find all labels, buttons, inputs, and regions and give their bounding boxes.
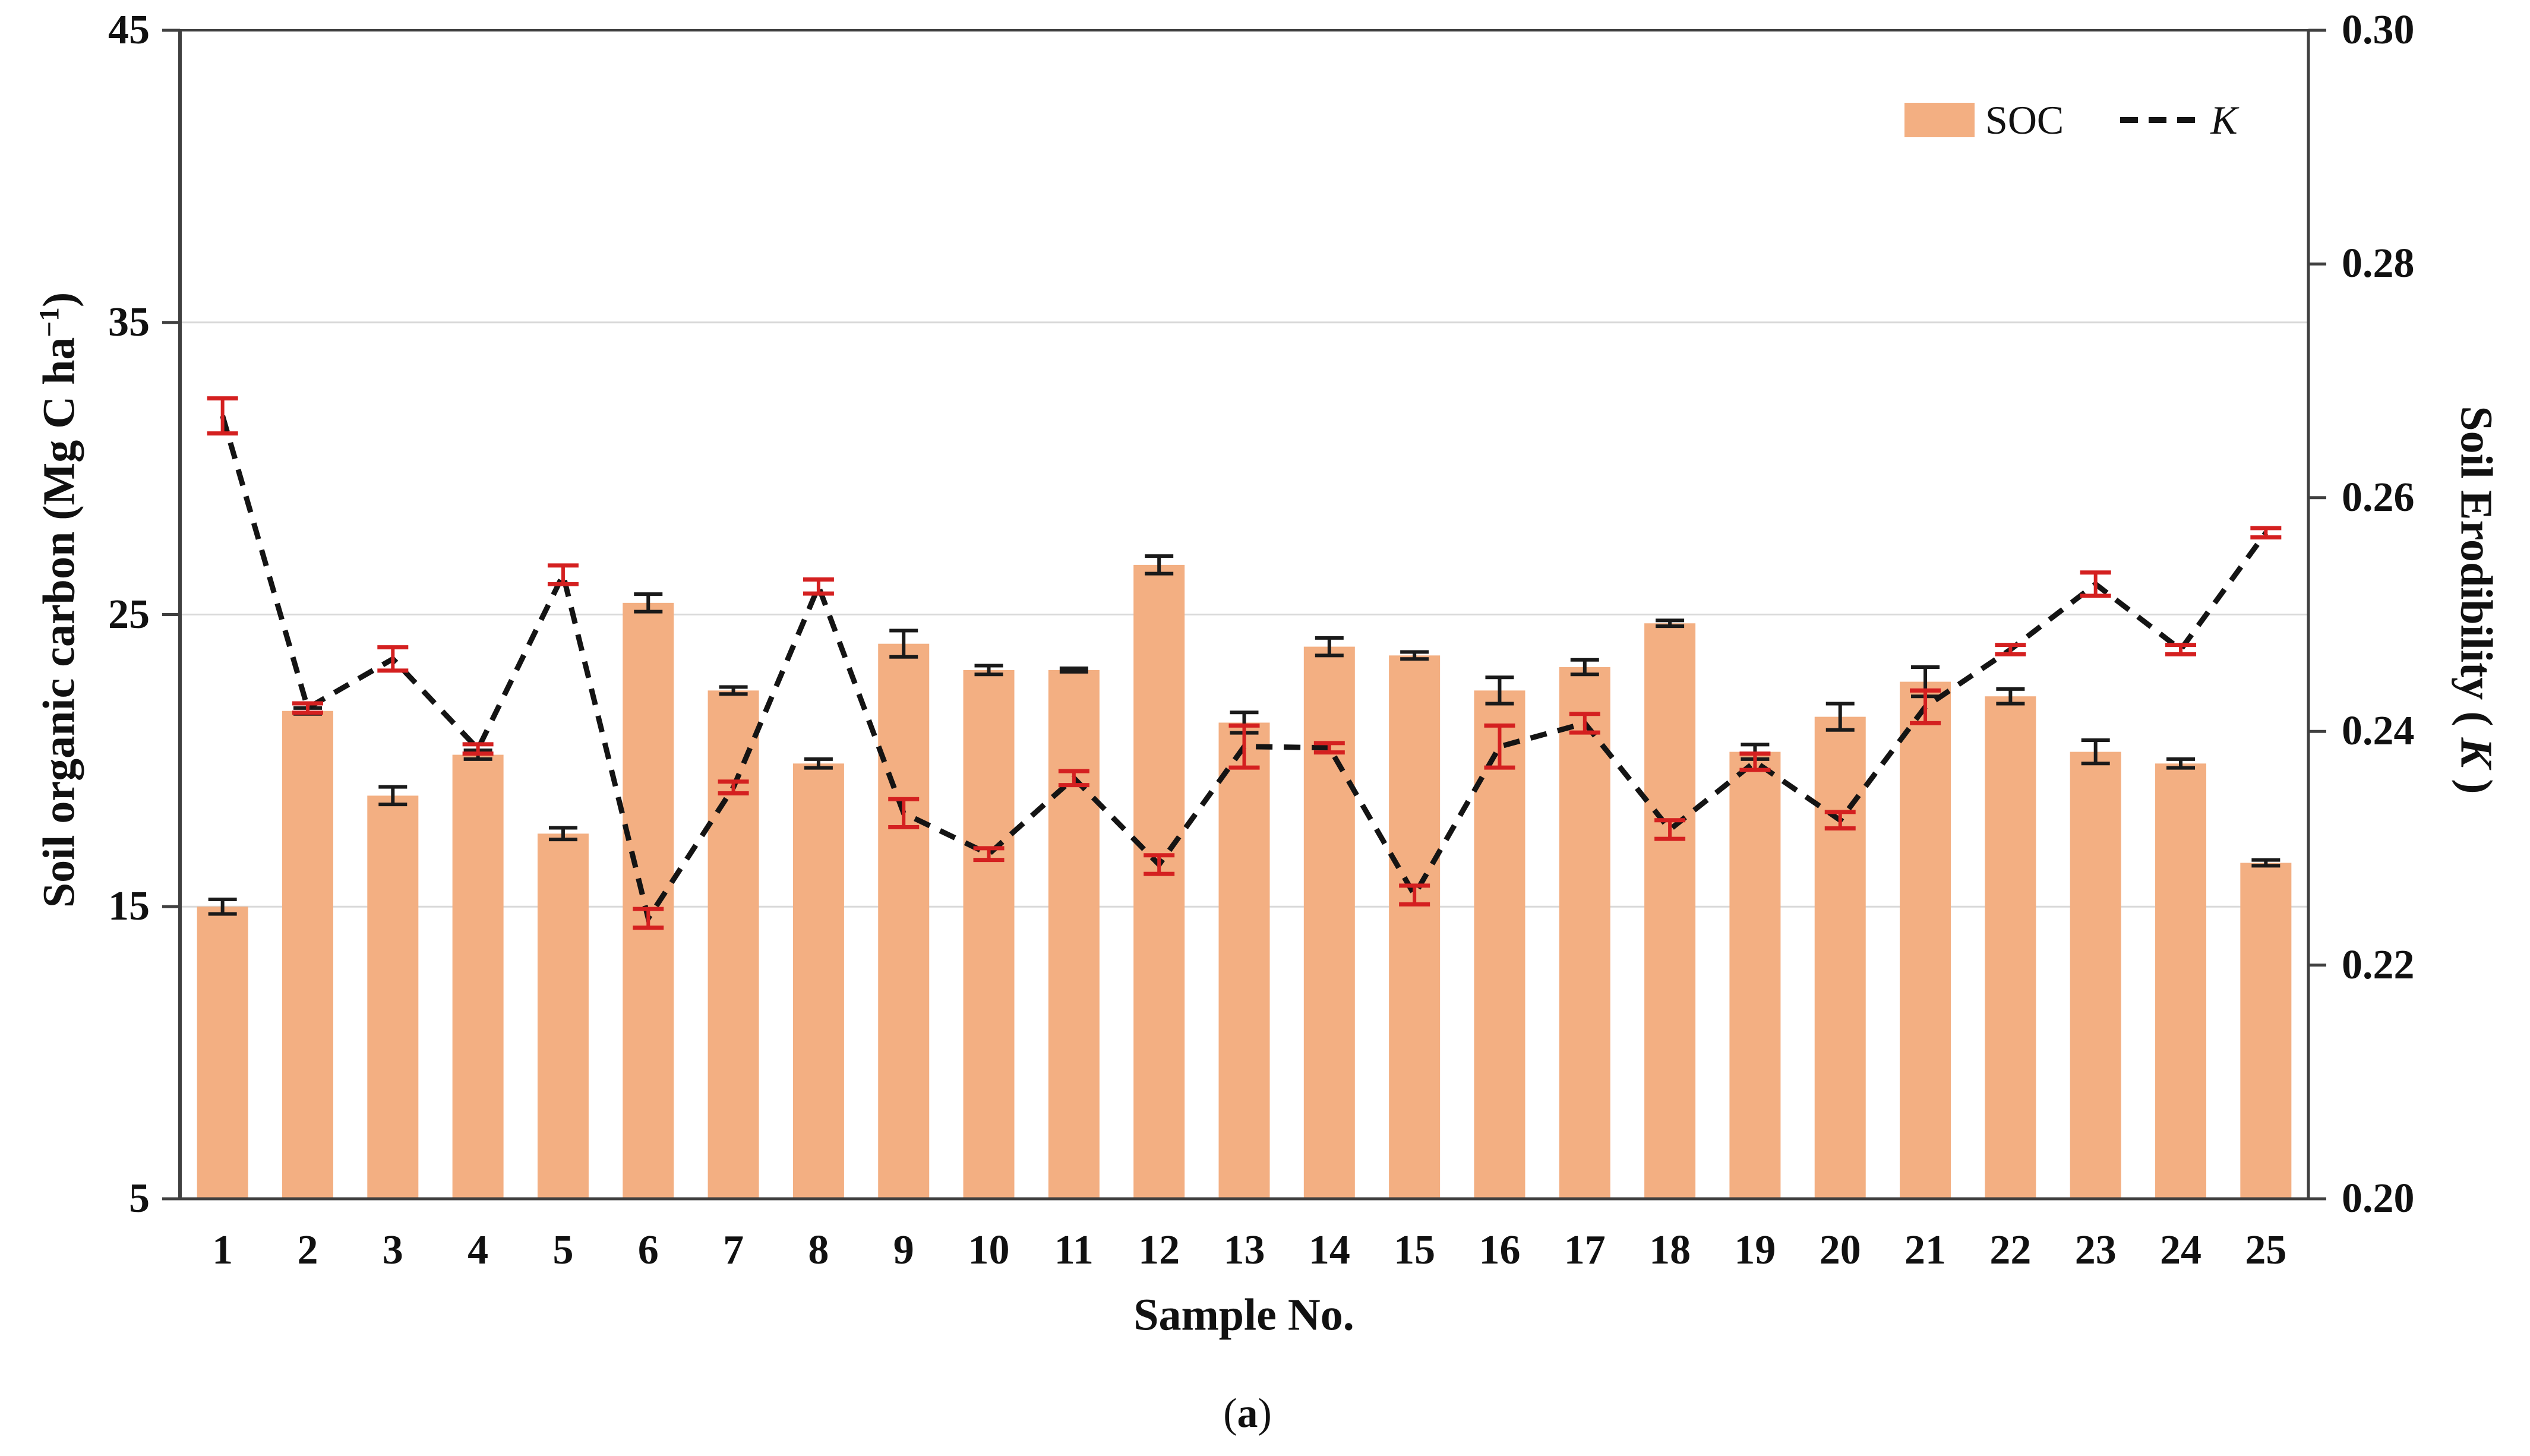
x-axis-label: 24 <box>2160 1227 2202 1273</box>
soc-bar <box>452 754 504 1199</box>
right-axis-title-close: ) <box>2451 768 2501 794</box>
soc-bar <box>2155 763 2207 1199</box>
soc-bar <box>792 763 844 1199</box>
soc-bar <box>197 907 248 1199</box>
soc-bar <box>2070 751 2121 1199</box>
legend: SOC K <box>1904 96 2238 144</box>
soc-bar <box>537 833 589 1199</box>
y-axis-label-left: 15 <box>108 883 150 930</box>
x-axis-label: 7 <box>723 1227 744 1273</box>
soc-bar <box>1218 722 1270 1199</box>
y-axis-label-right: 0.24 <box>2342 708 2415 754</box>
x-axis-label: 23 <box>2074 1227 2117 1273</box>
x-axis-label: 6 <box>637 1227 659 1273</box>
soc-bar <box>1985 696 2036 1199</box>
y-axis-label-right: 0.28 <box>2342 241 2415 287</box>
right-axis-title-k-italic: K <box>2451 737 2501 768</box>
x-axis-label: 13 <box>1223 1227 1265 1273</box>
x-axis-label: 8 <box>808 1227 829 1273</box>
x-axis-label: 14 <box>1308 1227 1350 1273</box>
soc-bar <box>1048 669 1100 1199</box>
soc-bar <box>1303 646 1355 1199</box>
soc-bar <box>1133 564 1185 1199</box>
caption-letter: a <box>1237 1391 1258 1436</box>
y-axis-label-right: 0.30 <box>2342 7 2415 53</box>
x-axis-label: 17 <box>1564 1227 1606 1273</box>
x-axis-label: 11 <box>1054 1227 1094 1273</box>
x-axis-label: 20 <box>1819 1227 1861 1273</box>
x-axis-label: 12 <box>1138 1227 1180 1273</box>
soc-bar <box>1559 667 1610 1199</box>
soc-bar <box>282 710 333 1199</box>
y-axis-label-left: 25 <box>108 591 150 637</box>
x-axis-label: 9 <box>893 1227 914 1273</box>
x-axis-label: 25 <box>2245 1227 2287 1273</box>
soc-bar <box>2240 863 2292 1199</box>
x-axis-label: 22 <box>1989 1227 2032 1273</box>
soc-bar <box>878 643 930 1199</box>
x-axis-label: 4 <box>468 1227 489 1273</box>
left-axis-title-text: Soil organic carbon (Mg C ha <box>34 337 84 908</box>
soc-bar <box>1474 690 1525 1199</box>
subfigure-caption: (a) <box>1223 1390 1272 1438</box>
left-axis-title-superscript: −1 <box>34 307 65 337</box>
soc-bar <box>1389 655 1441 1199</box>
x-axis-title: Sample No. <box>1133 1290 1354 1340</box>
x-axis-label: 15 <box>1394 1227 1436 1273</box>
x-axis-label: 18 <box>1649 1227 1691 1273</box>
right-axis-title: Soil Erodibility ( K ) <box>2450 406 2502 794</box>
y-axis-label-left: 35 <box>108 299 150 345</box>
soc-bar <box>963 669 1015 1199</box>
caption-paren-open: ( <box>1223 1391 1237 1436</box>
soc-bar <box>707 690 759 1199</box>
soc-bar <box>623 602 674 1199</box>
soc-bar <box>1644 623 1696 1199</box>
k-legend-dash-icon <box>2120 117 2198 123</box>
x-axis-label: 21 <box>1904 1227 1947 1273</box>
x-axis-label: 3 <box>382 1227 403 1273</box>
x-axis-label: 19 <box>1734 1227 1776 1273</box>
left-axis-title-close: ) <box>34 292 84 308</box>
caption-paren-close: ) <box>1258 1391 1272 1436</box>
left-axis-title: Soil organic carbon (Mg C ha−1) <box>33 292 85 908</box>
x-axis-label: 2 <box>297 1227 318 1273</box>
soc-bar <box>1814 716 1866 1199</box>
right-axis-title-text: Soil Erodibility ( <box>2451 406 2501 738</box>
y-axis-label-right: 0.26 <box>2342 474 2415 520</box>
k-legend-label: K <box>2210 97 2238 143</box>
y-axis-label-left: 45 <box>108 7 150 53</box>
soc-bar <box>1729 751 1781 1199</box>
x-axis-label: 1 <box>212 1227 233 1273</box>
soc-legend-label: SOC <box>1985 97 2064 143</box>
soc-legend-swatch-icon <box>1904 103 1975 137</box>
y-axis-label-right: 0.22 <box>2342 942 2415 988</box>
x-axis-label: 16 <box>1479 1227 1521 1273</box>
soc-bar <box>367 795 419 1199</box>
soc-bar <box>1900 681 1951 1199</box>
x-axis-label: 5 <box>552 1227 574 1273</box>
y-axis-label-right: 0.20 <box>2342 1176 2415 1221</box>
y-axis-label-left: 5 <box>129 1176 150 1221</box>
x-axis-label: 10 <box>968 1227 1010 1273</box>
